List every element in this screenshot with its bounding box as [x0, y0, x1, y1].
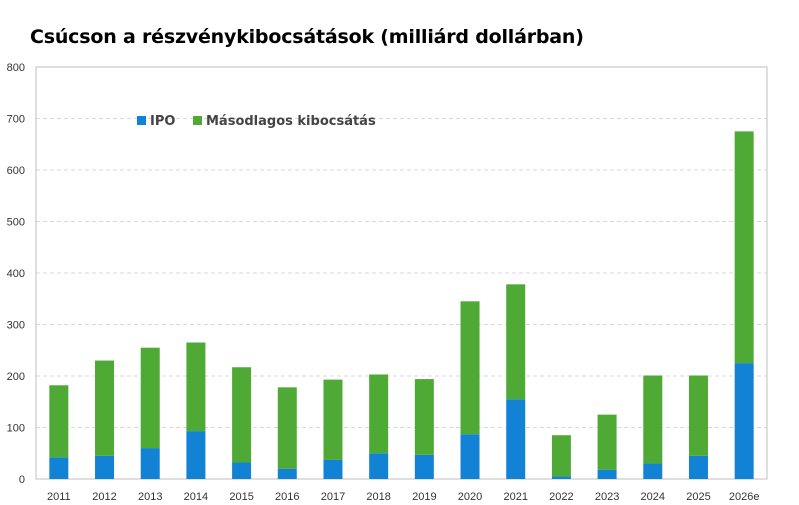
chart-title: Csúcson a részvénykibocsátások (milliárd…: [30, 26, 584, 48]
bar-secondary-2022: [551, 435, 571, 477]
bar-secondary-2015: [232, 367, 252, 463]
bar-ipo-2024: [643, 463, 663, 479]
bar-secondary-2026e: [734, 131, 754, 364]
bar-ipo-2011: [49, 457, 69, 479]
legend: IPO Másodlagos kibocsátás: [137, 114, 376, 129]
x-tick-label: 2014: [184, 491, 208, 503]
bar-ipo-2012: [95, 455, 115, 479]
x-tick-label: 2023: [595, 491, 619, 503]
y-tick-label: 600: [7, 165, 25, 177]
bars: [49, 131, 754, 480]
x-tick-label: 2016: [275, 491, 299, 503]
x-tick-label: 2020: [458, 491, 482, 503]
x-tick-label: 2015: [229, 491, 253, 503]
legend-label-ipo: IPO: [150, 114, 175, 129]
y-tick-label: 400: [7, 268, 25, 280]
y-tick-label: 700: [7, 114, 25, 126]
bar-secondary-2012: [95, 360, 115, 456]
bar-ipo-2015: [232, 462, 252, 479]
bar-ipo-2014: [186, 431, 206, 479]
x-tick-label: 2011: [47, 491, 71, 503]
bar-ipo-2021: [506, 399, 526, 479]
plot-area-border: [35, 66, 768, 480]
y-tick-label: 0: [19, 474, 25, 486]
bar-secondary-2020: [460, 301, 480, 435]
y-tick-label: 100: [7, 423, 25, 435]
y-tick-label: 800: [7, 62, 25, 74]
y-tick-label: 300: [7, 320, 25, 332]
bar-ipo-2023: [597, 469, 617, 479]
y-tick-label: 500: [7, 217, 25, 229]
bar-secondary-2024: [643, 375, 663, 464]
bar-secondary-2017: [323, 379, 343, 460]
bar-ipo-2026e: [734, 363, 754, 480]
x-tick-label: 2018: [366, 491, 390, 503]
bar-ipo-2016: [277, 468, 297, 479]
x-tick-label: 2019: [412, 491, 436, 503]
bar-ipo-2020: [460, 434, 480, 479]
x-axis-ticks: 2011 2012 2013 2014 2015 2016 2017 2018 2019 2020…: [47, 491, 759, 503]
legend-label-secondary: Másodlagos kibocsátás: [206, 114, 376, 129]
x-tick-label: 2025: [686, 491, 710, 503]
x-tick-label: 2013: [138, 491, 162, 503]
bar-secondary-2014: [186, 342, 206, 432]
x-tick-label: 2021: [503, 491, 527, 503]
bar-secondary-2018: [369, 374, 389, 454]
bar-secondary-2021: [506, 284, 526, 400]
bar-ipo-2019: [414, 454, 434, 479]
bar-secondary-2025: [688, 375, 708, 456]
bar-ipo-2013: [140, 448, 160, 479]
bar-ipo-2017: [323, 459, 343, 479]
legend-swatch-ipo: [137, 116, 146, 125]
x-tick-label: 2026e: [729, 491, 760, 503]
x-tick-label: 2012: [92, 491, 116, 503]
bar-secondary-2016: [277, 387, 297, 469]
x-tick-label: 2017: [321, 491, 345, 503]
bar-secondary-2013: [140, 347, 160, 449]
bar-secondary-2011: [49, 385, 69, 458]
y-tick-label: 200: [7, 371, 25, 383]
bar-ipo-2025: [688, 455, 708, 479]
legend-swatch-secondary: [193, 116, 202, 125]
bar-secondary-2019: [414, 379, 434, 455]
x-tick-label: 2024: [641, 491, 665, 503]
x-tick-label: 2022: [549, 491, 573, 503]
bar-ipo-2022: [551, 476, 571, 479]
bar-secondary-2023: [597, 414, 617, 470]
bar-ipo-2018: [369, 453, 389, 479]
y-axis-ticks: 0 100 200 300 400 500 600 700 800: [7, 62, 25, 486]
